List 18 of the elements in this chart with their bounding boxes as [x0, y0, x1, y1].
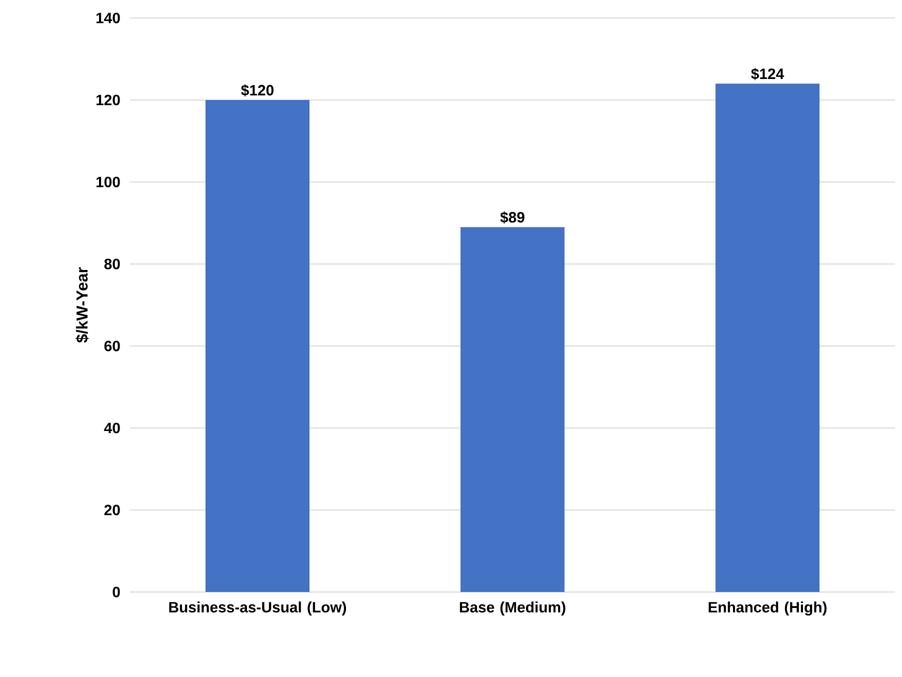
- x-tick-label: Enhanced (High): [708, 602, 827, 616]
- x-tick-label: Base (Medium): [460, 602, 566, 616]
- data-label: $89: [500, 211, 524, 224]
- y-tick-label: 120: [96, 94, 120, 106]
- bar: [206, 100, 310, 592]
- y-tick-label: 60: [104, 340, 120, 352]
- data-label: $120: [241, 84, 274, 96]
- bar: [460, 227, 565, 592]
- bar: [716, 84, 820, 592]
- y-tick-label: 100: [96, 176, 120, 188]
- y-tick-label: 80: [104, 258, 120, 270]
- y-axis-title: $/kW-Year: [76, 267, 89, 343]
- y-tick-label: 0: [112, 586, 120, 598]
- data-label: $124: [751, 68, 784, 80]
- y-tick-label: 40: [104, 422, 120, 434]
- y-tick-label: 20: [104, 504, 120, 516]
- x-tick-label: Business-as-Usual (Low): [169, 602, 346, 616]
- y-tick-label: 140: [96, 12, 120, 24]
